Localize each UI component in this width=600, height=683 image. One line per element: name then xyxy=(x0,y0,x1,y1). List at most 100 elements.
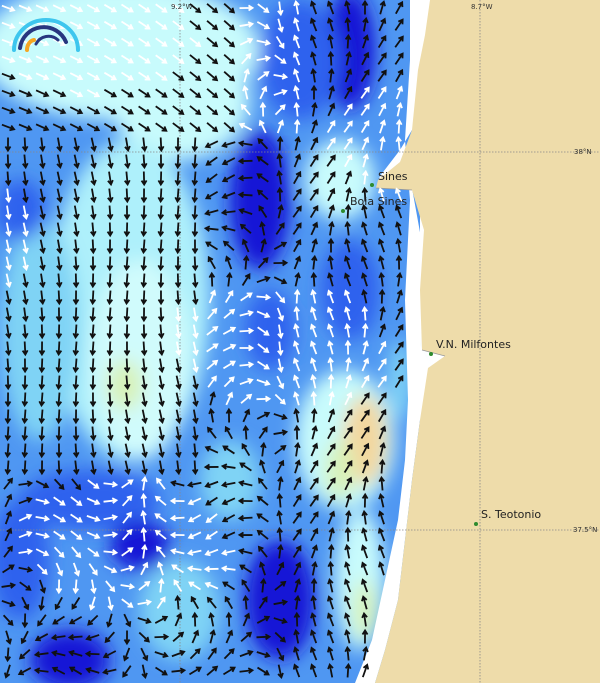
current-arrow xyxy=(222,326,237,335)
current-arrow xyxy=(124,171,131,187)
current-arrow xyxy=(106,341,114,357)
place-marker-boia-sines[interactable] xyxy=(341,209,345,213)
current-arrow xyxy=(292,340,300,355)
place-marker-sines[interactable] xyxy=(370,183,374,187)
current-arrow xyxy=(191,256,199,272)
current-arrow xyxy=(124,154,131,170)
current-arrow xyxy=(362,475,369,491)
current-arrow xyxy=(274,445,287,455)
current-arrow xyxy=(155,666,168,676)
current-arrow xyxy=(175,307,182,323)
current-arrow xyxy=(140,647,149,662)
current-arrow xyxy=(310,390,318,406)
current-arrow xyxy=(172,631,185,642)
current-arrow xyxy=(377,561,385,576)
current-arrow xyxy=(55,290,63,306)
current-arrow xyxy=(174,290,182,306)
current-arrow xyxy=(223,308,236,319)
current-arrow xyxy=(174,205,182,221)
current-arrow xyxy=(70,513,83,523)
current-arrow xyxy=(72,290,80,306)
current-arrow xyxy=(55,562,64,577)
current-arrow xyxy=(170,480,185,487)
current-arrow xyxy=(89,239,97,255)
current-arrow xyxy=(209,629,216,644)
current-arrow xyxy=(103,549,119,556)
current-arrow xyxy=(241,443,251,457)
current-arrow xyxy=(56,171,63,187)
current-arrow xyxy=(221,497,236,506)
current-arrow xyxy=(259,85,268,100)
current-arrow xyxy=(207,647,217,660)
current-arrow xyxy=(208,611,215,627)
current-arrow xyxy=(137,617,152,625)
current-arrow xyxy=(310,221,319,236)
current-arrow xyxy=(379,135,386,151)
current-arrow xyxy=(106,307,114,323)
current-arrow xyxy=(360,86,370,99)
current-arrow xyxy=(326,612,335,627)
current-arrow xyxy=(293,391,300,406)
current-arrow xyxy=(377,238,386,253)
current-arrow xyxy=(55,358,63,374)
place-marker-vn-milfontes[interactable] xyxy=(429,352,433,356)
current-arrow xyxy=(4,647,12,663)
current-arrow xyxy=(220,463,236,470)
current-arrow xyxy=(55,341,63,357)
current-arrow xyxy=(22,171,29,187)
current-arrow xyxy=(275,222,285,235)
current-arrow xyxy=(309,17,318,32)
current-arrow xyxy=(361,663,370,678)
lat-label-37.5: 37.5°N xyxy=(573,526,598,534)
current-arrow xyxy=(311,425,318,440)
current-arrow xyxy=(103,497,119,504)
current-arrow xyxy=(90,443,97,459)
current-arrow xyxy=(55,409,63,425)
current-arrow xyxy=(5,239,12,255)
current-arrow xyxy=(52,615,65,625)
current-arrow xyxy=(343,137,353,150)
current-arrow xyxy=(328,67,335,83)
current-arrow xyxy=(69,106,84,115)
current-arrow xyxy=(123,188,131,204)
current-arrow xyxy=(18,513,33,522)
current-arrow xyxy=(378,255,385,270)
current-arrow xyxy=(85,634,100,642)
current-arrow xyxy=(103,481,119,488)
current-arrow xyxy=(106,613,113,628)
current-arrow xyxy=(395,254,403,270)
current-arrow xyxy=(345,51,352,66)
current-arrow xyxy=(5,256,12,272)
current-arrow xyxy=(225,391,234,406)
current-arrow xyxy=(206,3,219,14)
current-arrow xyxy=(377,34,387,49)
current-arrow xyxy=(72,256,80,272)
current-arrow xyxy=(293,101,300,117)
current-arrow xyxy=(86,106,101,115)
current-arrow xyxy=(361,203,368,219)
current-arrow xyxy=(327,237,335,253)
current-arrow xyxy=(140,273,148,289)
current-arrow xyxy=(326,595,334,610)
current-arrow xyxy=(121,3,134,13)
current-arrow xyxy=(50,634,66,641)
current-arrow xyxy=(273,599,289,606)
current-arrow xyxy=(223,121,236,133)
current-arrow xyxy=(394,52,404,65)
current-arrow xyxy=(224,255,233,270)
current-arrow xyxy=(239,327,255,335)
current-arrow xyxy=(204,190,219,200)
current-arrow xyxy=(22,273,29,289)
current-arrow xyxy=(240,52,252,65)
current-arrow xyxy=(141,426,148,442)
place-marker-s-teotonio[interactable] xyxy=(474,522,478,526)
current-arrow xyxy=(106,205,114,221)
current-arrow xyxy=(223,376,235,388)
current-arrow xyxy=(260,577,267,593)
current-arrow xyxy=(327,50,335,66)
current-arrow xyxy=(106,358,114,374)
current-arrow xyxy=(71,597,81,610)
current-arrow xyxy=(362,169,369,185)
current-arrow xyxy=(292,68,300,83)
